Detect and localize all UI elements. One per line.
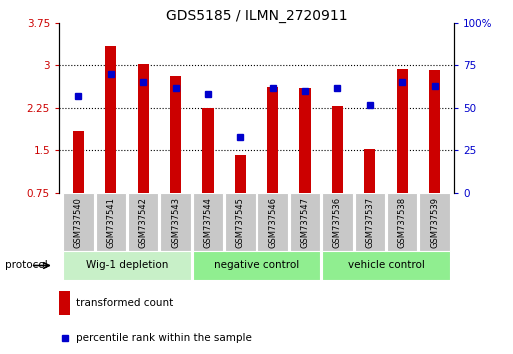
Bar	[193, 193, 223, 251]
Bar	[225, 193, 255, 251]
Bar	[397, 69, 408, 193]
Text: GSM737540: GSM737540	[74, 197, 83, 247]
Bar	[95, 193, 126, 251]
Bar	[73, 131, 84, 193]
Text: percentile rank within the sample: percentile rank within the sample	[75, 333, 251, 343]
Bar	[170, 76, 181, 193]
Bar	[290, 193, 320, 251]
Text: GSM737546: GSM737546	[268, 196, 277, 248]
Text: vehicle control: vehicle control	[348, 261, 424, 270]
Text: GSM737538: GSM737538	[398, 196, 407, 248]
Bar	[354, 193, 385, 251]
Bar	[59, 291, 70, 315]
Text: protocol: protocol	[5, 261, 48, 270]
Bar	[128, 193, 159, 251]
Text: GDS5185 / ILMN_2720911: GDS5185 / ILMN_2720911	[166, 9, 347, 23]
Text: GSM737542: GSM737542	[139, 197, 148, 247]
Text: transformed count: transformed count	[75, 298, 173, 308]
Bar	[193, 251, 320, 280]
Bar	[137, 64, 149, 193]
Bar	[267, 87, 279, 193]
Bar	[364, 149, 376, 193]
Text: GSM737547: GSM737547	[301, 196, 309, 248]
Bar	[105, 46, 116, 193]
Bar	[322, 251, 450, 280]
Bar	[429, 70, 440, 193]
Text: Wig-1 depletion: Wig-1 depletion	[86, 261, 168, 270]
Text: GSM737544: GSM737544	[204, 197, 212, 247]
Bar	[332, 106, 343, 193]
Text: negative control: negative control	[214, 261, 299, 270]
Bar	[258, 193, 288, 251]
Bar	[387, 193, 418, 251]
Bar	[63, 251, 191, 280]
Bar	[419, 193, 450, 251]
Text: GSM737543: GSM737543	[171, 196, 180, 248]
Text: GSM737545: GSM737545	[236, 197, 245, 247]
Bar	[202, 108, 213, 193]
Bar	[161, 193, 191, 251]
Bar	[322, 193, 352, 251]
Text: GSM737536: GSM737536	[333, 196, 342, 248]
Text: GSM737541: GSM737541	[106, 197, 115, 247]
Bar	[63, 193, 94, 251]
Bar	[300, 88, 311, 193]
Text: GSM737537: GSM737537	[365, 196, 374, 248]
Text: GSM737539: GSM737539	[430, 196, 439, 248]
Bar	[234, 155, 246, 193]
